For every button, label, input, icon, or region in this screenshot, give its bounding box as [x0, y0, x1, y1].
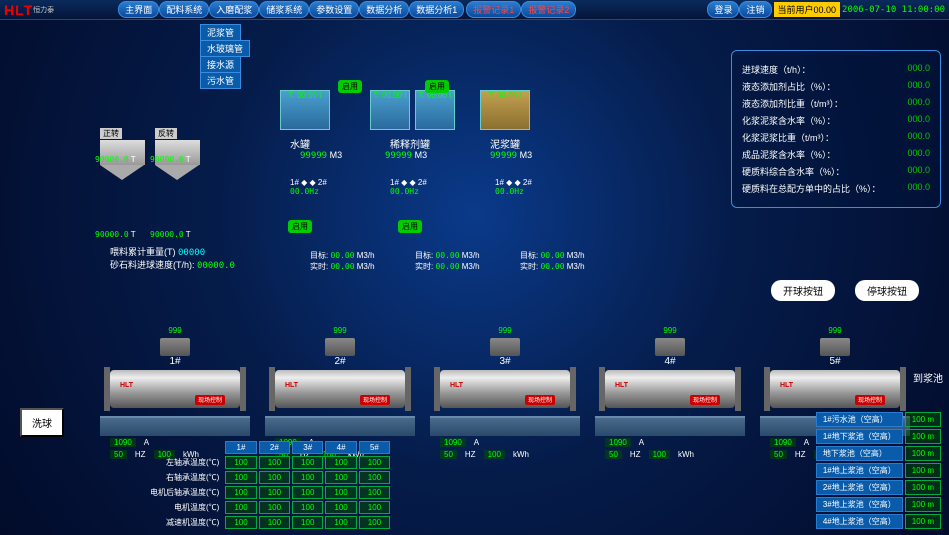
- mill-toggle-2[interactable]: 现场控制: [360, 395, 390, 405]
- param-row: 进球速度（t/h）：000.0: [742, 63, 930, 76]
- pipe-water: 接水源: [200, 56, 241, 73]
- pool-table: 1#污水池（空高）100 m 1#地下浆池（空高）100 m 地下浆池（空高）100…: [814, 410, 943, 531]
- nav-储浆系统[interactable]: 储浆系统: [259, 1, 309, 18]
- mud-tank-label: 泥浆罐: [490, 136, 520, 151]
- nav-入磨配浆[interactable]: 入磨配浆: [209, 1, 259, 18]
- ball-mill-4: 999 4# HLT现场控制 1090A 50HZ100kWh: [595, 370, 745, 445]
- pool-row: 1#地下浆池（空高）100 m: [816, 429, 941, 444]
- ball-mill-3: 999 3# HLT现场控制 1090A 50HZ100kWh: [430, 370, 580, 445]
- param-row: 成品泥浆含水率（%）：000.0: [742, 148, 930, 161]
- nav-登录[interactable]: 登录: [707, 1, 739, 18]
- current-user: 当前用户00.00: [774, 2, 841, 17]
- feed-cumulative: 喂料累计重量(T) 00000: [110, 245, 205, 258]
- dilute-tank-label: 稀释剂罐: [390, 136, 430, 151]
- mill-toggle-4[interactable]: 现场控制: [690, 395, 720, 405]
- water-tank-label: 水罐: [290, 136, 310, 151]
- temperature-table: 1#2#3#4#5# 左轴承温度(℃)100100100100100右轴承温度(…: [140, 439, 392, 531]
- nav-报警记录2[interactable]: 报警记录2: [521, 1, 576, 18]
- to-pool-label: 到浆池: [913, 370, 943, 385]
- clock: 2006-07-10 11:00:00: [842, 5, 945, 15]
- pipe-sewage: 污水管: [200, 72, 241, 89]
- nav-报警记录1[interactable]: 报警记录1: [466, 1, 521, 18]
- nav-注销[interactable]: 注销: [739, 1, 771, 18]
- pool-row: 1#地上浆池（空高）100 m: [816, 463, 941, 478]
- mill-toggle-1[interactable]: 现场控制: [195, 395, 225, 405]
- enable-btn-2[interactable]: 启用: [425, 80, 449, 93]
- feed-speed: 砂石料进球速度(T/h): 00000.0: [110, 258, 235, 271]
- wash-ball-button[interactable]: 洗球: [20, 408, 64, 437]
- param-row: 化浆泥浆比重（t/m³）：000.0: [742, 131, 930, 144]
- param-row: 液态添加剂比重（t/m³）：000.0: [742, 97, 930, 110]
- param-row: 硬质料在总配方单中的占比（%）：000.0: [742, 182, 930, 195]
- target-readout-3: 目标: 00.00 M3/h实时: 00.00 M3/h: [520, 250, 585, 272]
- logo: HLT: [4, 2, 33, 18]
- topbar: HLT 恒力泰 主界面配料系统入磨配浆储浆系统参数设置数据分析数据分析1 报警记…: [0, 0, 949, 20]
- start-ball-button[interactable]: 开球按钮: [771, 280, 835, 301]
- param-row: 液态添加剂占比（%）：000.0: [742, 80, 930, 93]
- enable-set-1[interactable]: 启用: [288, 220, 312, 233]
- params-panel: 进球速度（t/h）：000.0 液态添加剂占比（%）：000.0 液态添加剂比重（t…: [731, 50, 941, 208]
- pipe-glass: 水玻璃管: [200, 40, 250, 57]
- water-tank: T: 00.00 t: [280, 90, 330, 130]
- pool-row: 4#地上浆池（空高）100 m: [816, 514, 941, 529]
- stop-ball-button[interactable]: 停球按钮: [855, 280, 919, 301]
- param-row: 化浆泥浆含水率（%）：000.0: [742, 114, 930, 127]
- ball-mill-2: 999 2# HLT现场控制 1090A 50HZ100kWh: [265, 370, 415, 445]
- dilute-tank-2: T: 00.00 t: [415, 90, 455, 130]
- target-readout-1: 目标: 00.00 M3/h实时: 00.00 M3/h: [310, 250, 375, 272]
- pipe-mud: 泥浆管: [200, 24, 241, 41]
- nav-主界面[interactable]: 主界面: [118, 1, 159, 18]
- ball-mill-1: 999 1# HLT现场控制 1090A 50HZ100kWh: [100, 370, 250, 445]
- nav-参数设置[interactable]: 参数设置: [309, 1, 359, 18]
- dilute-tank-1: T: 00.00 t: [370, 90, 410, 130]
- mill-toggle-3[interactable]: 现场控制: [525, 395, 555, 405]
- main-canvas: 泥浆管 水玻璃管 接水源 污水管 T: 00.00 t 水罐 99999 M3 …: [0, 20, 949, 535]
- param-row: 硬质料综合含水率（%）：000.0: [742, 165, 930, 178]
- nav-数据分析1[interactable]: 数据分析1: [409, 1, 464, 18]
- pool-row: 2#地上浆池（空高）100 m: [816, 480, 941, 495]
- logo-sub: 恒力泰: [33, 5, 54, 15]
- pool-row: 地下浆池（空高）100 m: [816, 446, 941, 461]
- mud-tank: T: 00.00 t: [480, 90, 530, 130]
- enable-set-2[interactable]: 启用: [398, 220, 422, 233]
- nav-数据分析[interactable]: 数据分析: [359, 1, 409, 18]
- mill-toggle-5[interactable]: 现场控制: [855, 395, 885, 405]
- target-readout-2: 目标: 00.00 M3/h实时: 00.00 M3/h: [415, 250, 480, 272]
- pool-row: 3#地上浆池（空高）100 m: [816, 497, 941, 512]
- nav-配料系统[interactable]: 配料系统: [159, 1, 209, 18]
- pool-row: 1#污水池（空高）100 m: [816, 412, 941, 427]
- enable-btn-1[interactable]: 启用: [338, 80, 362, 93]
